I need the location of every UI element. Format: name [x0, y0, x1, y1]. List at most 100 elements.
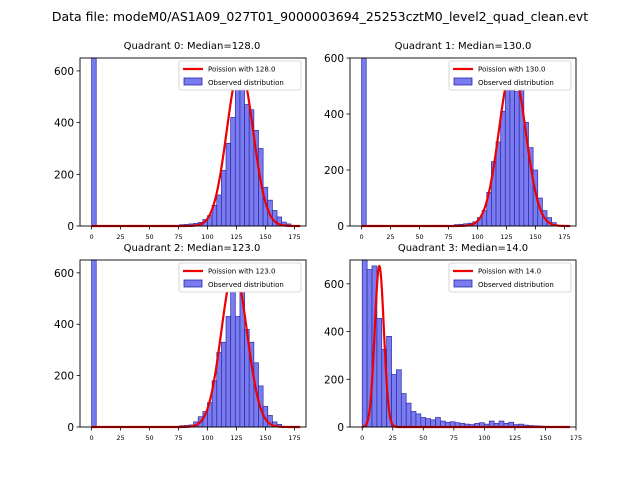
subplot-quadrant-3: Quadrant 3: Median=14.0 0 25 50 75 100 125 150…: [324, 243, 582, 442]
x-tick-label: 100: [201, 434, 213, 442]
histogram-bar: [396, 369, 402, 428]
x-tick-label: 0: [360, 233, 364, 241]
axes-frame: [349, 57, 577, 227]
legend: Poission with 128.0 Observed distributio…: [178, 60, 302, 91]
axes-frame: [79, 259, 307, 428]
x-tick-label: 0: [90, 233, 94, 241]
y-tick-label: 200: [54, 371, 74, 383]
histogram-bar: [391, 374, 397, 428]
axes-frame: [79, 57, 307, 227]
plot-area: 0 25 50 75 100 125 150 175 0 200 400 600: [54, 259, 307, 442]
y-tick-label: 0: [337, 221, 344, 233]
x-tick-label: 50: [415, 233, 423, 241]
legend-bar-swatch: [453, 279, 473, 288]
figure-title: Data file: modeM0/AS1A09_027T01_90000036…: [52, 9, 588, 24]
x-tick-label: 100: [201, 233, 213, 241]
legend-bar-label: Observed distribution: [208, 79, 284, 87]
x-tick-label: 150: [529, 233, 541, 241]
x-tick-label: 175: [288, 233, 300, 241]
histogram-bar: [244, 104, 250, 227]
histogram-bar: [361, 259, 368, 428]
y-tick-label: 400: [54, 319, 74, 331]
histogram-bar: [495, 141, 502, 227]
legend-bar-swatch: [183, 77, 203, 86]
subplot-title: Quadrant 1: Median=130.0: [395, 41, 532, 52]
y-tick-label: 0: [67, 422, 74, 434]
legend-bar-swatch: [453, 77, 473, 86]
histogram-bar: [376, 318, 383, 428]
x-tick-label: 25: [389, 434, 397, 442]
legend-frame: [448, 262, 572, 293]
histogram-bar: [239, 67, 245, 227]
legend-line-label: Poission with 130.0: [478, 66, 546, 74]
y-tick-label: 200: [324, 374, 344, 386]
x-tick-label: 75: [444, 233, 452, 241]
histogram-bar: [361, 57, 367, 227]
histogram-bar: [405, 402, 412, 428]
x-tick-label: 0: [360, 434, 364, 442]
subplot-quadrant-2: Quadrant 2: Median=123.0 0 25 50 75 100 125 15…: [54, 243, 307, 442]
y-tick-label: 400: [324, 109, 344, 121]
x-tick-label: 25: [386, 233, 394, 241]
legend-line-label: Poission with 14.0: [478, 268, 541, 276]
histogram-bar: [216, 194, 222, 227]
x-tick-label: 50: [419, 434, 427, 442]
histogram-bar: [221, 170, 227, 227]
histogram-bar: [514, 91, 520, 227]
y-tick-label: 200: [324, 165, 344, 177]
legend-bar-label: Observed distribution: [478, 79, 554, 87]
y-tick-label: 0: [337, 422, 344, 434]
x-tick-label: 150: [259, 233, 271, 241]
histogram-bar: [425, 418, 431, 428]
y-tick-label: 600: [324, 279, 344, 291]
legend: Poission with 123.0 Observed distributio…: [178, 262, 302, 293]
histogram-bar: [230, 117, 236, 227]
x-tick-label: 175: [288, 434, 300, 442]
legend-frame: [178, 262, 302, 293]
histogram-bar: [400, 393, 407, 428]
x-tick-label: 175: [570, 434, 582, 442]
histogram-bar: [435, 417, 441, 428]
legend-line-label: Poission with 128.0: [208, 66, 276, 74]
histogram-bar: [234, 316, 241, 428]
legend-bar-label: Observed distribution: [478, 281, 554, 289]
legend: Poission with 130.0 Observed distributio…: [448, 60, 572, 91]
poisson-curve: [361, 65, 571, 228]
histogram-bar: [420, 417, 427, 428]
y-tick-label: 400: [324, 327, 344, 339]
subplot-title: Quadrant 3: Median=14.0: [398, 243, 528, 254]
histogram-bar: [230, 272, 236, 428]
legend-frame: [448, 60, 572, 91]
y-tick-label: 200: [54, 169, 74, 181]
subplot-quadrant-0: Quadrant 0: Median=128.0 0 25 50 75 100 125 15…: [54, 41, 307, 241]
plot-area: 0 25 50 75 100 125 150 175 0 200 400 600: [324, 259, 582, 442]
x-tick-label: 150: [539, 434, 551, 442]
subplot-title: Quadrant 0: Median=128.0: [124, 41, 261, 52]
histogram-bar: [504, 85, 511, 227]
x-tick-label: 25: [116, 233, 124, 241]
x-tick-label: 75: [450, 434, 458, 442]
subplot-title: Quadrant 2: Median=123.0: [124, 243, 261, 254]
x-tick-label: 50: [145, 233, 153, 241]
x-tick-label: 125: [509, 434, 521, 442]
x-tick-label: 125: [230, 233, 242, 241]
x-tick-label: 125: [230, 434, 242, 442]
y-tick-label: 0: [67, 221, 74, 233]
histogram-bar: [410, 411, 417, 428]
legend: Poission with 14.0 Observed distribution: [448, 262, 572, 293]
x-tick-label: 50: [145, 434, 153, 442]
y-tick-label: 600: [54, 268, 74, 280]
histogram-bar: [91, 57, 97, 227]
histogram-bar: [500, 110, 506, 227]
legend-bar-swatch: [183, 279, 203, 288]
x-tick-label: 75: [174, 434, 182, 442]
x-tick-label: 25: [116, 434, 124, 442]
x-tick-label: 100: [471, 233, 483, 241]
histogram-bar: [415, 413, 422, 428]
legend-frame: [178, 60, 302, 91]
histogram-bar: [225, 316, 232, 428]
y-tick-label: 600: [324, 53, 344, 65]
histogram-bar: [225, 142, 232, 227]
x-tick-label: 175: [558, 233, 570, 241]
histogram-bar: [91, 259, 97, 428]
